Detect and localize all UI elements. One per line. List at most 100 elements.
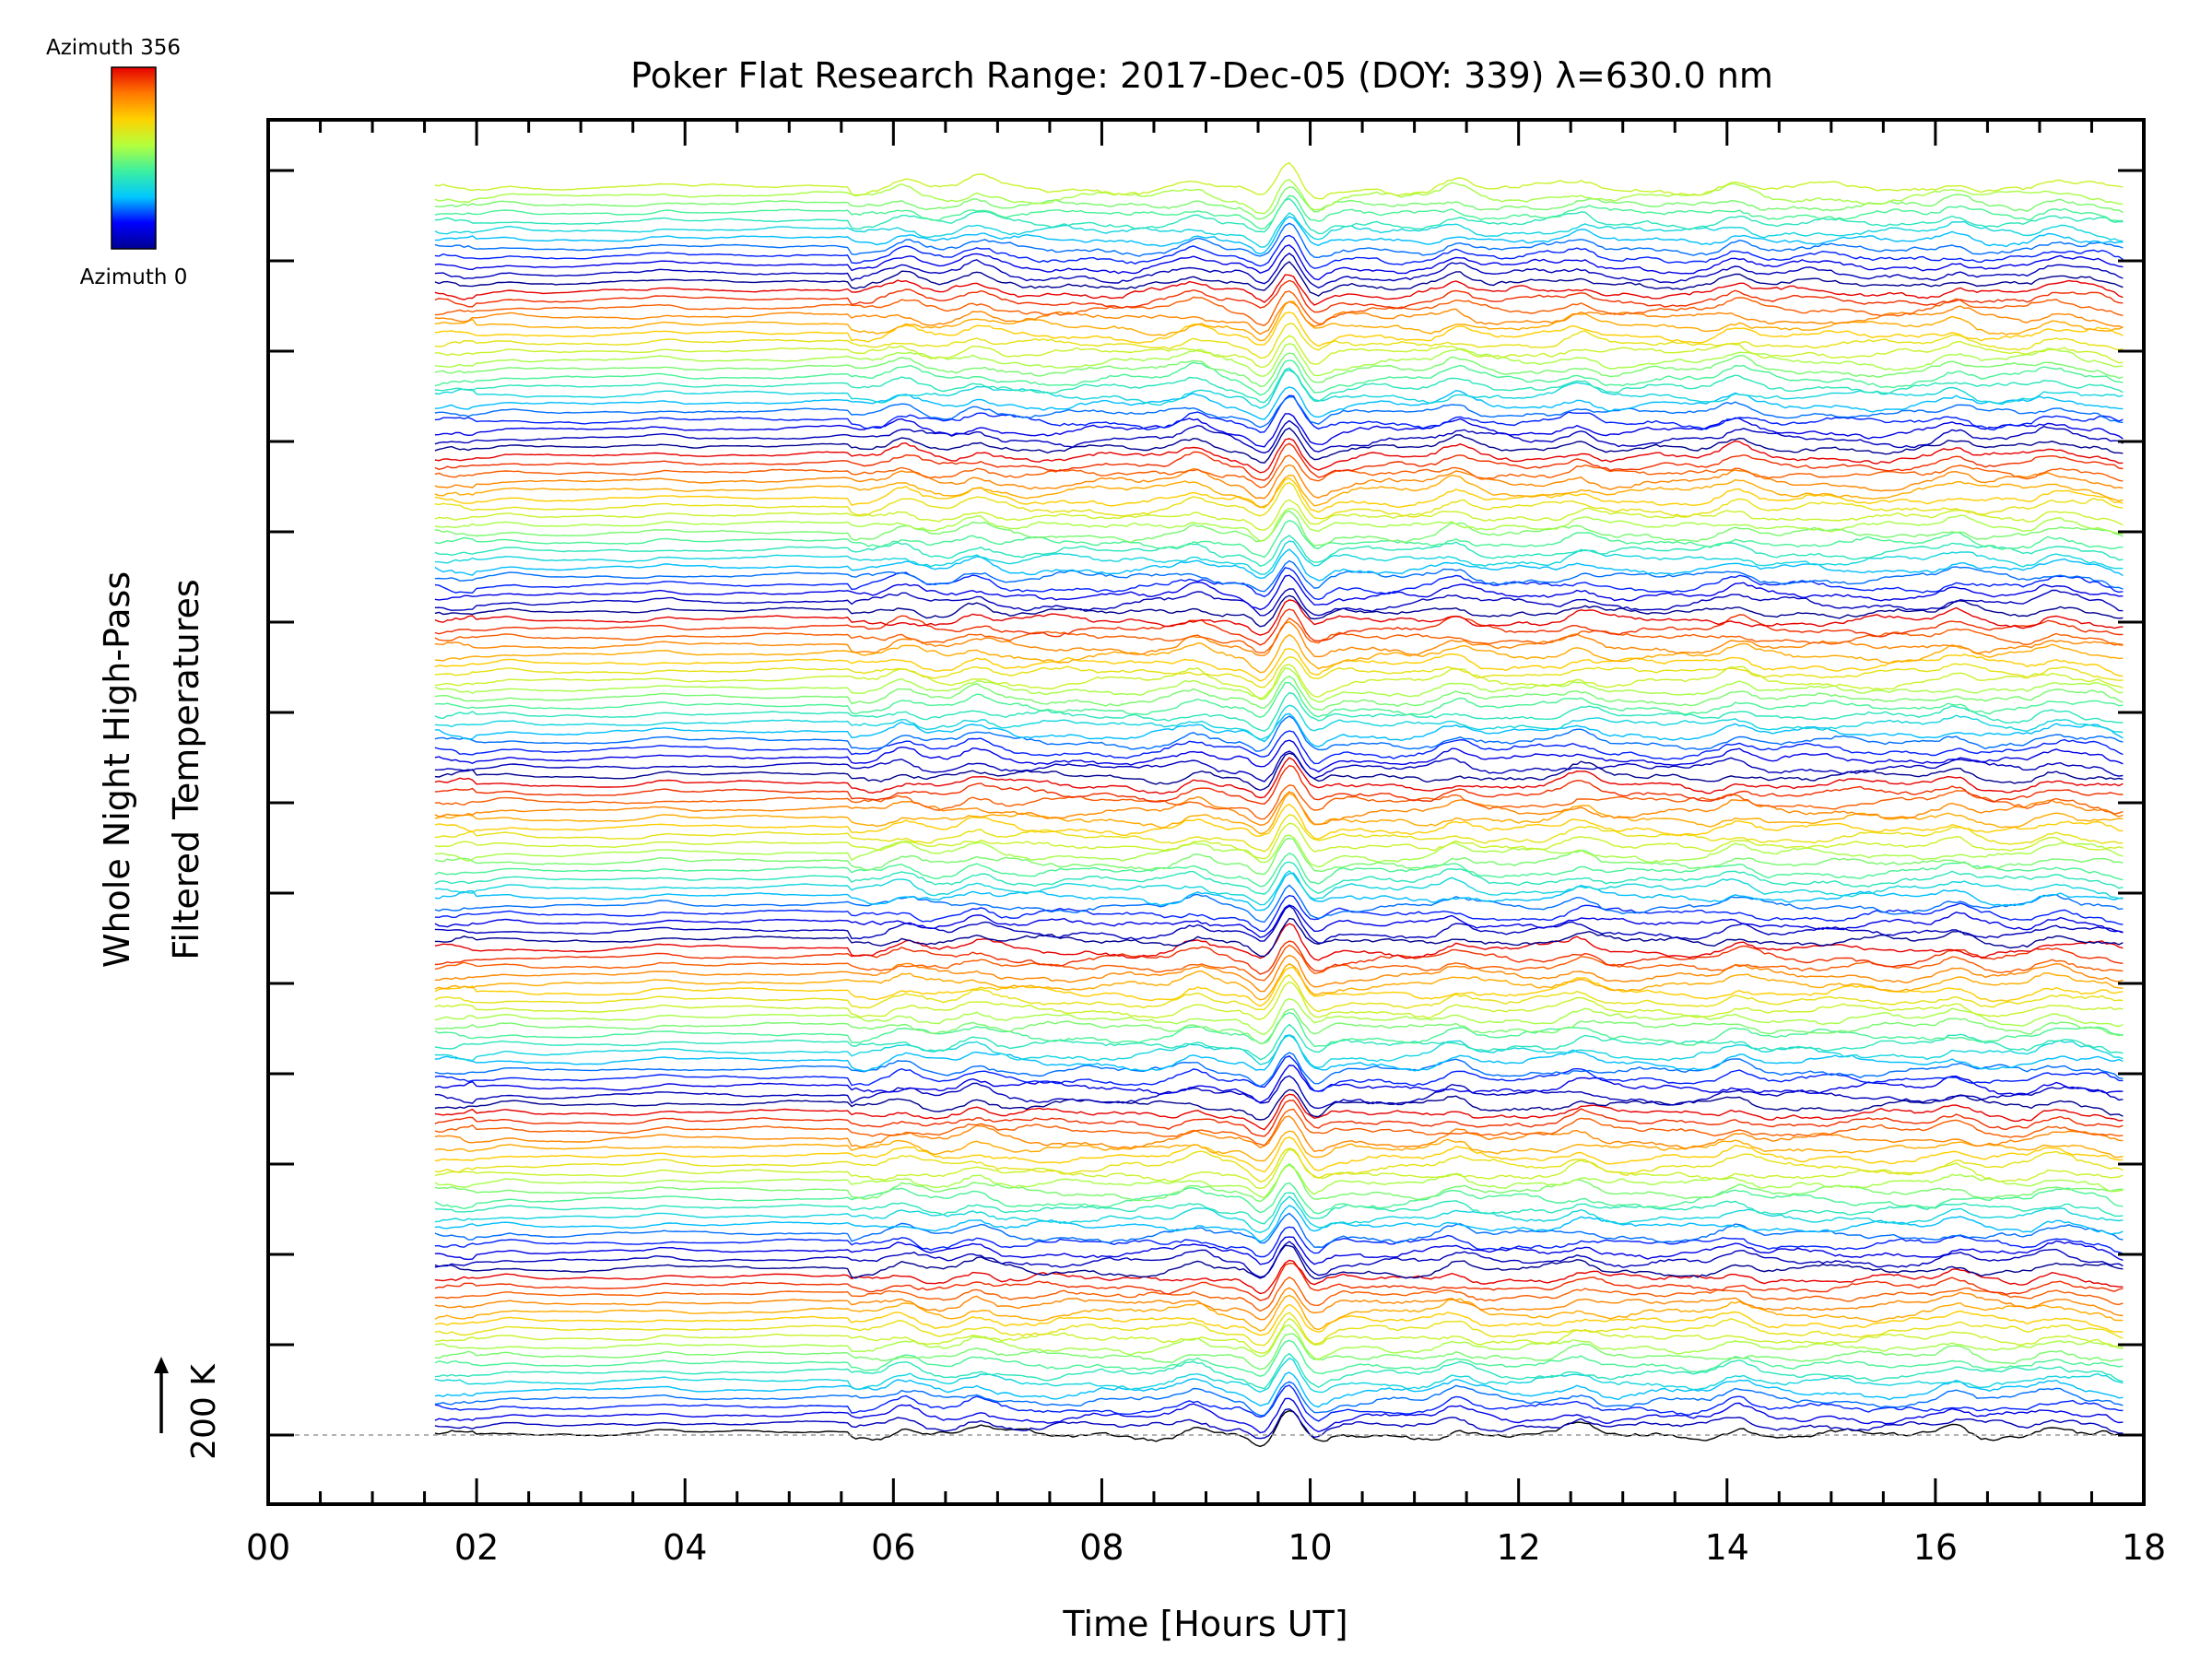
series-line xyxy=(434,253,2124,288)
series-line xyxy=(434,667,2124,703)
series-line xyxy=(434,567,2124,601)
series-line xyxy=(434,395,2124,429)
x-tick-label: 14 xyxy=(1705,1527,1749,1568)
series-line xyxy=(434,861,2124,895)
series-line xyxy=(434,962,2124,1001)
series-line xyxy=(434,559,2124,593)
series-line xyxy=(434,419,2124,454)
series-line xyxy=(434,966,2124,1007)
series-line xyxy=(434,981,2124,1020)
series-line xyxy=(434,359,2124,396)
series-line xyxy=(434,464,2124,500)
series-line xyxy=(434,954,2124,993)
series-line xyxy=(434,1052,2124,1088)
series-line xyxy=(434,1093,2124,1131)
series-line xyxy=(434,477,2124,513)
series-line xyxy=(434,884,2124,924)
series-line xyxy=(434,1212,2124,1248)
series-line xyxy=(434,1192,2124,1225)
series-line xyxy=(434,274,2124,306)
series-line xyxy=(434,1352,2124,1390)
series-line xyxy=(434,599,2124,636)
series-line xyxy=(434,1397,2124,1434)
series-line xyxy=(434,499,2124,531)
series-line xyxy=(434,1100,2124,1137)
series-line xyxy=(434,352,2124,388)
series-line xyxy=(434,1294,2124,1332)
x-tick-label: 06 xyxy=(871,1527,915,1568)
y-axis-label-line2: Filtered Temperatures xyxy=(166,579,206,959)
series-line xyxy=(434,1236,2124,1265)
series-line xyxy=(434,764,2124,806)
series-line xyxy=(434,944,2124,982)
series-line xyxy=(434,750,2124,782)
series-line xyxy=(434,574,2124,611)
series-line xyxy=(434,997,2124,1036)
series-line xyxy=(434,1065,2124,1103)
x-tick-label: 18 xyxy=(2122,1527,2166,1568)
series-line xyxy=(434,853,2124,888)
series-line xyxy=(434,507,2124,542)
series-line xyxy=(434,1115,2124,1153)
series-line xyxy=(434,186,2124,220)
series-line xyxy=(434,343,2124,377)
series-line xyxy=(434,1162,2124,1203)
series-line xyxy=(434,757,2124,799)
series-line xyxy=(434,1324,2124,1361)
series-line xyxy=(434,1034,2124,1072)
series-line xyxy=(434,535,2124,567)
series-line xyxy=(434,234,2124,269)
series-line xyxy=(434,1384,2124,1422)
series-line xyxy=(434,730,2124,765)
series-line xyxy=(434,290,2124,326)
series-line xyxy=(434,481,2124,520)
series-line xyxy=(434,648,2124,682)
series-line xyxy=(434,212,2124,248)
series-line xyxy=(434,1205,2124,1242)
series-line xyxy=(434,784,2124,820)
series-line xyxy=(434,1147,2124,1182)
series-line xyxy=(434,715,2124,752)
series-line xyxy=(434,413,2124,448)
series-line xyxy=(434,438,2124,474)
series-line xyxy=(434,1148,2124,1190)
series-line xyxy=(434,1263,2124,1301)
series-line xyxy=(434,791,2124,827)
series-line xyxy=(434,1136,2124,1173)
series-line xyxy=(434,369,2124,409)
series-line xyxy=(434,803,2124,840)
series-line xyxy=(434,1333,2124,1371)
series-line xyxy=(434,540,2124,575)
series-line xyxy=(434,617,2124,654)
series-line xyxy=(434,588,2124,617)
series-line xyxy=(434,1130,2124,1162)
series-line xyxy=(434,1303,2124,1336)
x-tick-label: 04 xyxy=(663,1527,707,1568)
series-line xyxy=(434,1381,2124,1417)
x-tick-label: 10 xyxy=(1288,1527,1332,1568)
series-line xyxy=(434,1108,2124,1147)
series-line xyxy=(434,1075,2124,1110)
series-line xyxy=(434,1371,2124,1408)
series-line xyxy=(434,386,2124,420)
series-line xyxy=(434,905,2124,944)
colorbar-gradient xyxy=(111,66,157,250)
series-line xyxy=(434,621,2124,658)
series-line xyxy=(434,923,2124,961)
series-line xyxy=(434,161,2124,200)
azimuth-colorbar: Azimuth 356 Azimuth 0 xyxy=(46,36,187,289)
series-line xyxy=(434,894,2124,933)
x-tick-label: 08 xyxy=(1079,1527,1124,1568)
series-line xyxy=(434,1312,2124,1347)
series-line xyxy=(434,1164,2124,1199)
series-line xyxy=(434,548,2124,582)
series-line xyxy=(434,633,2124,674)
series-line xyxy=(434,279,2124,313)
series-line xyxy=(434,1339,2124,1377)
series-line xyxy=(434,1182,2124,1215)
x-tick-labels: 00 02 04 06 08 10 12 14 16 18 xyxy=(246,1527,2166,1568)
series-line xyxy=(434,1241,2124,1278)
chart-title: Poker Flat Research Range: 2017-Dec-05 (… xyxy=(630,55,1773,96)
series-line xyxy=(434,261,2124,297)
